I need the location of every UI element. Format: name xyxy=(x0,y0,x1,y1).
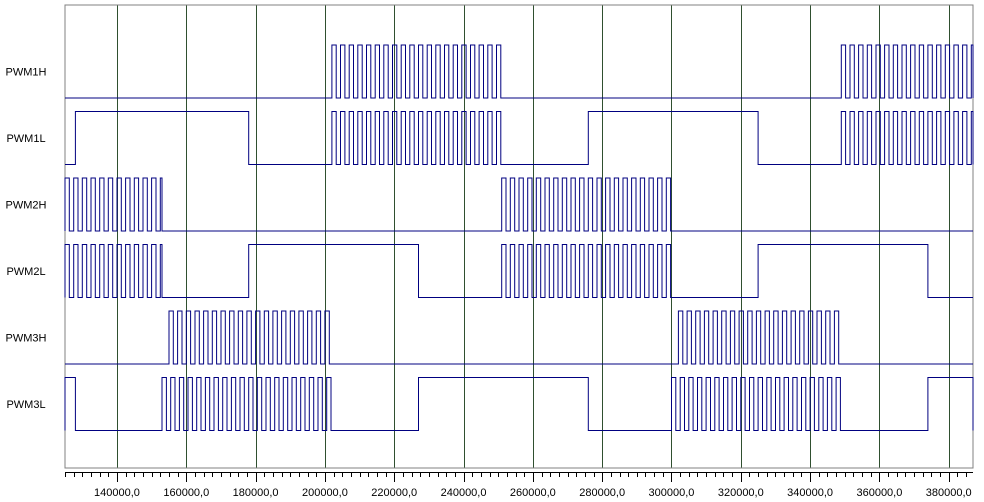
label-pwm2l: PWM2L xyxy=(6,266,45,278)
x-tick-label-7: 280000,0 xyxy=(579,487,625,499)
x-axis: 140000,0 160000,0 180000,0 200000,0 220000,0… xyxy=(65,472,973,499)
x-tick-label-6: 260000,0 xyxy=(510,487,556,499)
trace-pwm3l xyxy=(64,377,974,431)
x-tick-label-9: 320000,0 xyxy=(718,487,764,499)
trace-pwm2l xyxy=(64,244,973,298)
x-tick-label-12: 380000,0 xyxy=(926,487,972,499)
x-tick-label-4: 220000,0 xyxy=(371,487,417,499)
x-tick-label-2: 180000,0 xyxy=(233,487,279,499)
x-tick-label-0: 140000,0 xyxy=(94,487,140,499)
label-pwm3h: PWM3H xyxy=(6,333,47,345)
x-tick-label-3: 200000,0 xyxy=(302,487,348,499)
label-pwm1h: PWM1H xyxy=(6,67,47,79)
signal-labels: PWM1H PWM1L PWM2H PWM2L PWM3H PWM3L xyxy=(6,67,47,412)
label-pwm1l: PWM1L xyxy=(6,133,45,145)
trace-pwm1h xyxy=(65,44,974,99)
x-tick-label-5: 240000,0 xyxy=(441,487,487,499)
signal-traces xyxy=(64,44,974,431)
trace-pwm3h xyxy=(65,310,973,365)
trace-pwm2h xyxy=(64,177,973,232)
x-tick-label-11: 360000,0 xyxy=(856,487,902,499)
x-tick-label-1: 160000,0 xyxy=(163,487,209,499)
x-tick-label-8: 300000,0 xyxy=(649,487,695,499)
label-pwm3l: PWM3L xyxy=(6,399,45,411)
x-tick-label-10: 340000,0 xyxy=(787,487,833,499)
label-pwm2h: PWM2H xyxy=(6,200,47,212)
grid-lines xyxy=(117,5,950,468)
plot-frame xyxy=(64,4,974,469)
trace-pwm1l xyxy=(65,111,974,165)
